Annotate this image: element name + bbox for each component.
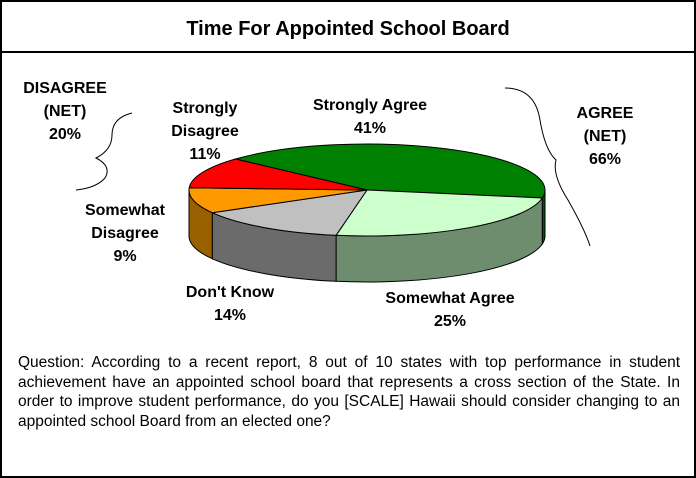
slice-value-label: 25% [433,313,467,330]
net-label: DISAGREE (NET) [23,80,107,120]
net-value-label: 20% [48,126,82,143]
slice-value-label: 11% [189,146,221,163]
pie-slice [335,189,544,237]
pie-slice [188,187,368,214]
slice-label: Strongly Disagree [171,100,239,140]
net-value-label: 66% [588,151,622,168]
pie-slice [210,189,369,236]
slice-value-label: 14% [213,307,247,324]
slice-label: Somewhat Agree [385,290,515,307]
pie-slice [188,158,368,191]
footnote: Question: According to a recent report, … [18,354,680,430]
slice-value-label: 9% [113,248,137,265]
slice-label: Don't Know [185,284,275,301]
pie-slice [233,143,546,199]
net-label: AGREE (NET) [576,105,634,145]
brace-left [75,112,133,191]
slice-value-label: 41% [353,120,387,137]
chart-title: Time For Appointed School Board [186,18,510,40]
slice-label: Somewhat Disagree [84,202,165,242]
pie [188,143,546,283]
brace-right [504,87,591,247]
slice-label: Strongly Agree [312,97,428,114]
